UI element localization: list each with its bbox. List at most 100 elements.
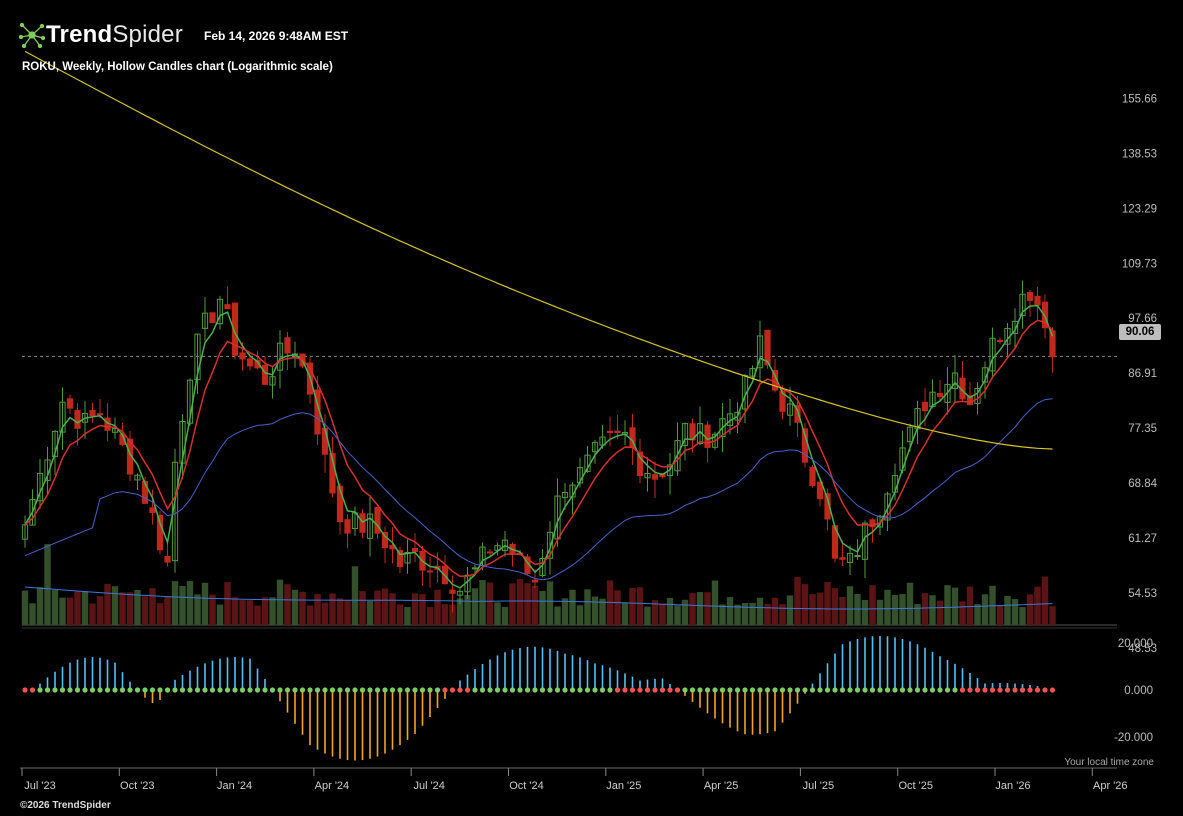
osc-dot [817, 687, 823, 693]
osc-dot [44, 687, 51, 693]
volume-bar [389, 593, 396, 625]
x-tick-label: Jul '25 [803, 780, 834, 792]
volume-average-line [24, 586, 1053, 610]
candle-body [839, 557, 846, 560]
x-tick-label: Oct '23 [120, 780, 155, 792]
osc-dot [607, 687, 613, 693]
osc-dot [1019, 687, 1026, 693]
osc-dot [577, 687, 583, 693]
candle-body [224, 304, 231, 310]
candle-body [396, 549, 404, 568]
volume-bar [876, 599, 884, 625]
osc-dot [179, 687, 186, 693]
candle-body [449, 589, 456, 594]
osc-dot [262, 687, 268, 693]
candle-body [134, 474, 141, 481]
candle-body [711, 433, 719, 448]
volume-bar [959, 601, 966, 625]
volume-bar [1041, 576, 1049, 625]
osc-dot [157, 687, 163, 693]
osc-dot [322, 687, 328, 693]
candle-body [194, 333, 201, 381]
candle-body [1041, 301, 1049, 329]
osc-dot [89, 687, 96, 693]
volume-bar [366, 600, 374, 625]
osc-dot [937, 687, 943, 693]
candle-body [884, 493, 891, 521]
osc-dot [674, 687, 681, 693]
volume-bar [21, 590, 29, 625]
osc-dot [434, 687, 441, 693]
osc-dot [269, 687, 276, 693]
volume-bar [561, 598, 569, 625]
volume-bar [186, 581, 194, 625]
candle-body [614, 430, 621, 434]
volume-bar [254, 605, 261, 625]
candle-body [591, 441, 599, 453]
osc-dot [412, 687, 418, 693]
candle-body [809, 466, 816, 486]
x-tick-label: Oct '24 [509, 780, 544, 792]
osc-dot [974, 687, 981, 693]
candle-body [876, 515, 884, 528]
volume-bar [659, 603, 666, 625]
osc-dot [142, 687, 148, 693]
osc-dot [727, 687, 733, 693]
candle-body [21, 524, 29, 540]
volume-bar [944, 585, 951, 625]
candle-body [1026, 292, 1034, 301]
brand-light: Spider [112, 21, 183, 48]
candle-body [1011, 320, 1019, 334]
osc-dot [922, 687, 928, 693]
volume-bar [524, 583, 531, 625]
candle-body [321, 427, 329, 455]
candle-body [719, 418, 726, 438]
volume-bar [509, 583, 516, 625]
y-tick-label: 61.27 [1128, 533, 1157, 545]
candle-body [74, 409, 81, 429]
osc-dot [464, 687, 471, 693]
candle-body [756, 335, 764, 369]
candle-body [456, 590, 464, 596]
volume-bar [599, 598, 606, 625]
volume-bar [861, 599, 869, 625]
osc-dot [119, 687, 126, 693]
candle-body [921, 401, 929, 412]
candle-body [1019, 293, 1026, 316]
volume-bar [531, 585, 539, 625]
osc-dot [359, 687, 366, 693]
sma-mid-line [24, 398, 1053, 581]
volume-bar [36, 587, 44, 625]
volume-bar [209, 594, 216, 625]
volume-bar [179, 585, 186, 625]
y-tick-label: 86.91 [1128, 368, 1157, 380]
volume-bar [44, 544, 51, 625]
volume-bar [689, 593, 696, 625]
volume-bar [539, 591, 546, 625]
candle-body [254, 359, 261, 369]
volume-bar [119, 592, 126, 625]
volume-bar [824, 582, 831, 625]
osc-dot [772, 687, 778, 693]
candle-body [651, 474, 659, 480]
volume-bar [194, 594, 201, 625]
volume-bar [644, 606, 651, 625]
candle-body [846, 552, 854, 563]
volume-bar [149, 588, 156, 625]
volume-bar [711, 580, 719, 625]
osc-dot [637, 687, 643, 693]
x-tick-label: Jan '26 [995, 780, 1030, 792]
candle-body [546, 531, 554, 559]
volume-bar [74, 591, 81, 625]
osc-dot [59, 687, 66, 693]
osc-dot [839, 687, 846, 693]
candle-body [681, 423, 689, 446]
volume-bar [674, 605, 681, 625]
osc-dot [374, 687, 381, 693]
osc-dot [419, 687, 426, 693]
osc-dot [277, 687, 283, 693]
y-tick-label: 68.84 [1128, 478, 1157, 490]
osc-dot [232, 687, 238, 693]
volume-bar [66, 597, 74, 625]
